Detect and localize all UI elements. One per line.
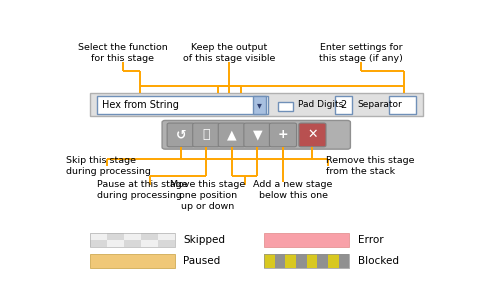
Text: Separator: Separator <box>358 100 402 109</box>
FancyBboxPatch shape <box>90 93 423 116</box>
Bar <box>338 254 349 268</box>
FancyBboxPatch shape <box>270 123 296 147</box>
Bar <box>106 233 124 240</box>
FancyBboxPatch shape <box>192 123 220 147</box>
Bar <box>158 233 175 240</box>
Bar <box>158 240 175 247</box>
Text: ✕: ✕ <box>307 128 318 141</box>
Bar <box>278 102 292 111</box>
Bar <box>306 254 318 268</box>
FancyBboxPatch shape <box>253 96 266 114</box>
Bar <box>264 254 349 268</box>
Text: Move this stage
one position
up or down: Move this stage one position up or down <box>170 180 246 212</box>
Text: ▲: ▲ <box>227 128 236 141</box>
FancyBboxPatch shape <box>98 96 268 114</box>
Bar <box>264 233 349 247</box>
Text: Blocked: Blocked <box>358 256 399 266</box>
Text: ⏸: ⏸ <box>202 128 210 141</box>
Text: Enter settings for
this stage (if any): Enter settings for this stage (if any) <box>319 43 403 63</box>
Bar <box>124 233 141 240</box>
Bar <box>106 240 124 247</box>
Text: Add a new stage
below this one: Add a new stage below this one <box>254 180 333 200</box>
Text: Paused: Paused <box>184 256 220 266</box>
Text: Select the function
for this stage: Select the function for this stage <box>78 43 168 63</box>
Text: Pause at this stage
during processing: Pause at this stage during processing <box>98 180 188 200</box>
FancyBboxPatch shape <box>162 120 350 149</box>
FancyBboxPatch shape <box>299 123 326 147</box>
Bar <box>90 233 106 240</box>
Text: ↺: ↺ <box>176 128 186 141</box>
Bar <box>90 254 175 268</box>
FancyBboxPatch shape <box>218 123 246 147</box>
Text: +: + <box>278 128 288 141</box>
Text: Remove this stage
from the stack: Remove this stage from the stack <box>326 156 414 176</box>
Bar <box>296 254 306 268</box>
Bar <box>124 240 141 247</box>
FancyBboxPatch shape <box>167 123 194 147</box>
FancyBboxPatch shape <box>244 123 271 147</box>
Text: Keep the output
of this stage visible: Keep the output of this stage visible <box>183 43 276 63</box>
Text: ▾: ▾ <box>258 100 262 110</box>
Bar <box>318 254 328 268</box>
Bar <box>141 233 158 240</box>
Text: Pad Digits: Pad Digits <box>298 100 343 109</box>
Text: ▼: ▼ <box>252 128 262 141</box>
Bar <box>90 240 106 247</box>
Bar <box>264 254 274 268</box>
Text: Error: Error <box>358 235 384 245</box>
Text: 2: 2 <box>340 100 346 110</box>
Text: Skip this stage
during processing: Skip this stage during processing <box>66 156 151 176</box>
Bar <box>90 233 175 247</box>
Bar <box>286 254 296 268</box>
FancyBboxPatch shape <box>389 96 415 114</box>
Bar <box>328 254 338 268</box>
Text: Skipped: Skipped <box>184 235 226 245</box>
Text: Hex from String: Hex from String <box>102 100 179 110</box>
FancyBboxPatch shape <box>335 96 352 114</box>
Bar <box>141 240 158 247</box>
Bar <box>274 254 285 268</box>
